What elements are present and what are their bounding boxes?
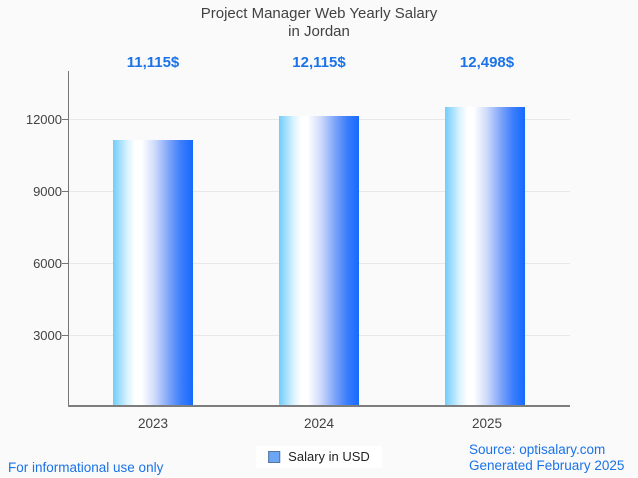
y-tick-mark <box>62 263 69 264</box>
chart-title-line1: Project Manager Web Yearly Salary <box>200 5 438 22</box>
source-block: Source: optisalary.com Generated Februar… <box>469 442 624 474</box>
legend-swatch-icon <box>268 450 281 463</box>
legend: Salary in USD <box>256 446 382 468</box>
chart-title: Project Manager Web Yearly Salary in Jor… <box>0 5 638 41</box>
bar-2024 <box>279 116 359 407</box>
x-tick-label-2023: 2023 <box>137 416 169 431</box>
y-tick-label-9000: 9000 <box>33 184 62 199</box>
y-tick-mark <box>62 191 69 192</box>
source-link[interactable]: Source: optisalary.com <box>469 442 606 457</box>
y-axis-line <box>68 71 69 407</box>
legend-label: Salary in USD <box>288 449 370 464</box>
x-tick-label-2024: 2024 <box>303 416 335 431</box>
generated-date: Generated February 2025 <box>469 458 625 473</box>
bar-2023 <box>113 140 193 407</box>
y-tick-label-3000: 3000 <box>33 328 62 343</box>
value-label-2023: 11,115$ <box>126 54 180 71</box>
value-label-2025: 12,498$ <box>459 54 515 71</box>
bar-2025 <box>445 107 525 407</box>
chart-title-line2: in Jordan <box>288 23 350 40</box>
x-tick-label-2025: 2025 <box>471 416 503 431</box>
y-tick-label-12000: 12000 <box>25 112 62 127</box>
y-tick-mark <box>62 335 69 336</box>
y-tick-label-6000: 6000 <box>33 256 62 271</box>
x-axis-line <box>68 405 570 407</box>
y-tick-mark <box>62 119 69 120</box>
value-label-2024: 12,115$ <box>292 54 346 71</box>
disclaimer-text: For informational use only <box>8 460 164 475</box>
